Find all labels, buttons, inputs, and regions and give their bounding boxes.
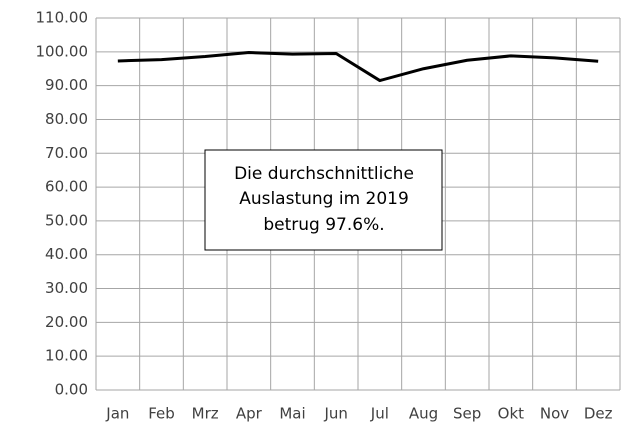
y-tick-label: 70.00 <box>45 144 88 162</box>
y-tick-label: 10.00 <box>45 347 88 365</box>
line <box>117 50 599 83</box>
y-tick-label: 90.00 <box>45 76 88 94</box>
x-tick-label: Jul <box>370 405 389 423</box>
annotation-line: Die durchschnittliche <box>234 164 414 184</box>
x-tick-label: Jan <box>105 405 129 423</box>
y-tick-label: 100.00 <box>36 42 89 60</box>
y-tick-label: 30.00 <box>45 279 88 297</box>
x-tick-label: Jun <box>323 405 347 423</box>
y-tick-label: 40.00 <box>45 245 88 263</box>
y-tick-label: 50.00 <box>45 211 88 229</box>
x-tick-label: Apr <box>236 405 263 423</box>
x-tick-label: Nov <box>540 405 569 423</box>
y-tick-label: 0.00 <box>55 381 88 399</box>
x-tick-label: Okt <box>498 405 524 423</box>
marks <box>117 50 599 83</box>
x-tick-label: Mrz <box>192 405 219 423</box>
x-tick-label: Aug <box>409 405 438 423</box>
x-tick-label: Feb <box>148 405 175 423</box>
x-tick-label: Dez <box>584 405 613 423</box>
y-tick-label: 20.00 <box>45 313 88 331</box>
x-tick-label: Sep <box>453 405 481 423</box>
y-tick-label: 80.00 <box>45 110 88 128</box>
annotation-line: Auslastung im 2019 <box>239 189 409 209</box>
annotation-box <box>204 149 443 251</box>
annotation-line: betrug 97.6%. <box>263 215 384 235</box>
y-tick-label: 110.00 <box>36 9 89 27</box>
x-tick-label: Mai <box>279 405 305 423</box>
y-tick-label: 60.00 <box>45 178 88 196</box>
